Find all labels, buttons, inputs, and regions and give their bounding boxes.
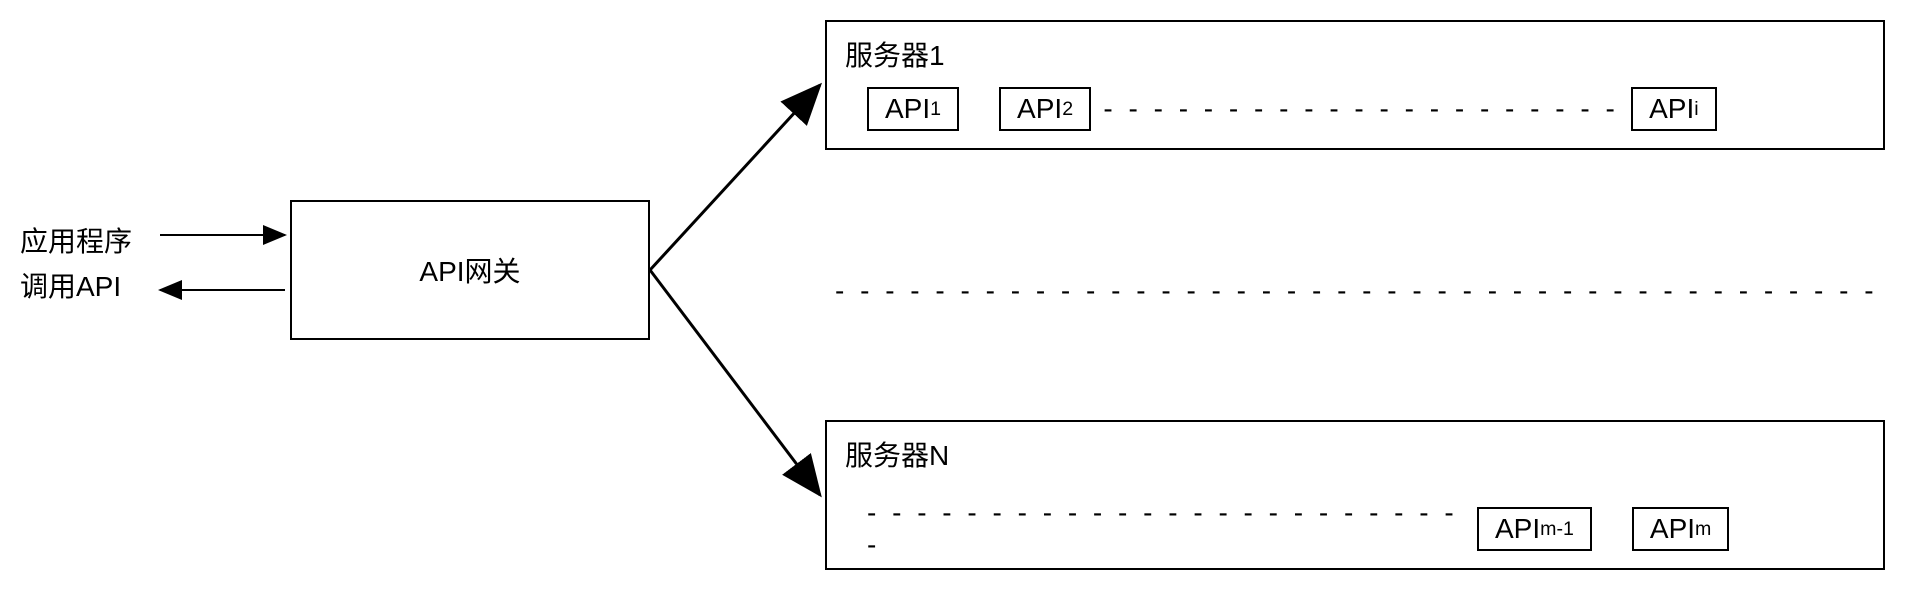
server-n-node: 服务器N - - - - - - - - - - - - - - - - - -… <box>825 420 1885 570</box>
server-1-title: 服务器1 <box>845 34 945 74</box>
server1-ellipsis: - - - - - - - - - - - - - - - - - - - - … <box>1101 93 1621 125</box>
serverN-apim: APIm <box>1632 507 1729 551</box>
server-n-title: 服务器N <box>845 434 949 474</box>
api-gateway-node: API网关 <box>290 200 650 340</box>
arrow-gateway-to-server1 <box>650 85 820 270</box>
server1-apii: APIi <box>1631 87 1717 131</box>
api-gateway-label: API网关 <box>419 250 520 290</box>
application-label: 应用程序 调用API <box>20 220 132 310</box>
server1-api1: API1 <box>867 87 959 131</box>
server-1-node: 服务器1 API1 API2 - - - - - - - - - - - - -… <box>825 20 1885 150</box>
server1-api2: API2 <box>999 87 1091 131</box>
servers-ellipsis: - - - - - - - - - - - - - - - - - - - - … <box>835 275 1875 307</box>
application-label-line1: 应用程序 <box>20 220 132 265</box>
serverN-ellipsis: - - - - - - - - - - - - - - - - - - - - … <box>867 497 1477 561</box>
application-label-line2: 调用API <box>20 265 132 310</box>
serverN-apim1: APIm-1 <box>1477 507 1592 551</box>
arrow-gateway-to-serverN <box>650 270 820 495</box>
